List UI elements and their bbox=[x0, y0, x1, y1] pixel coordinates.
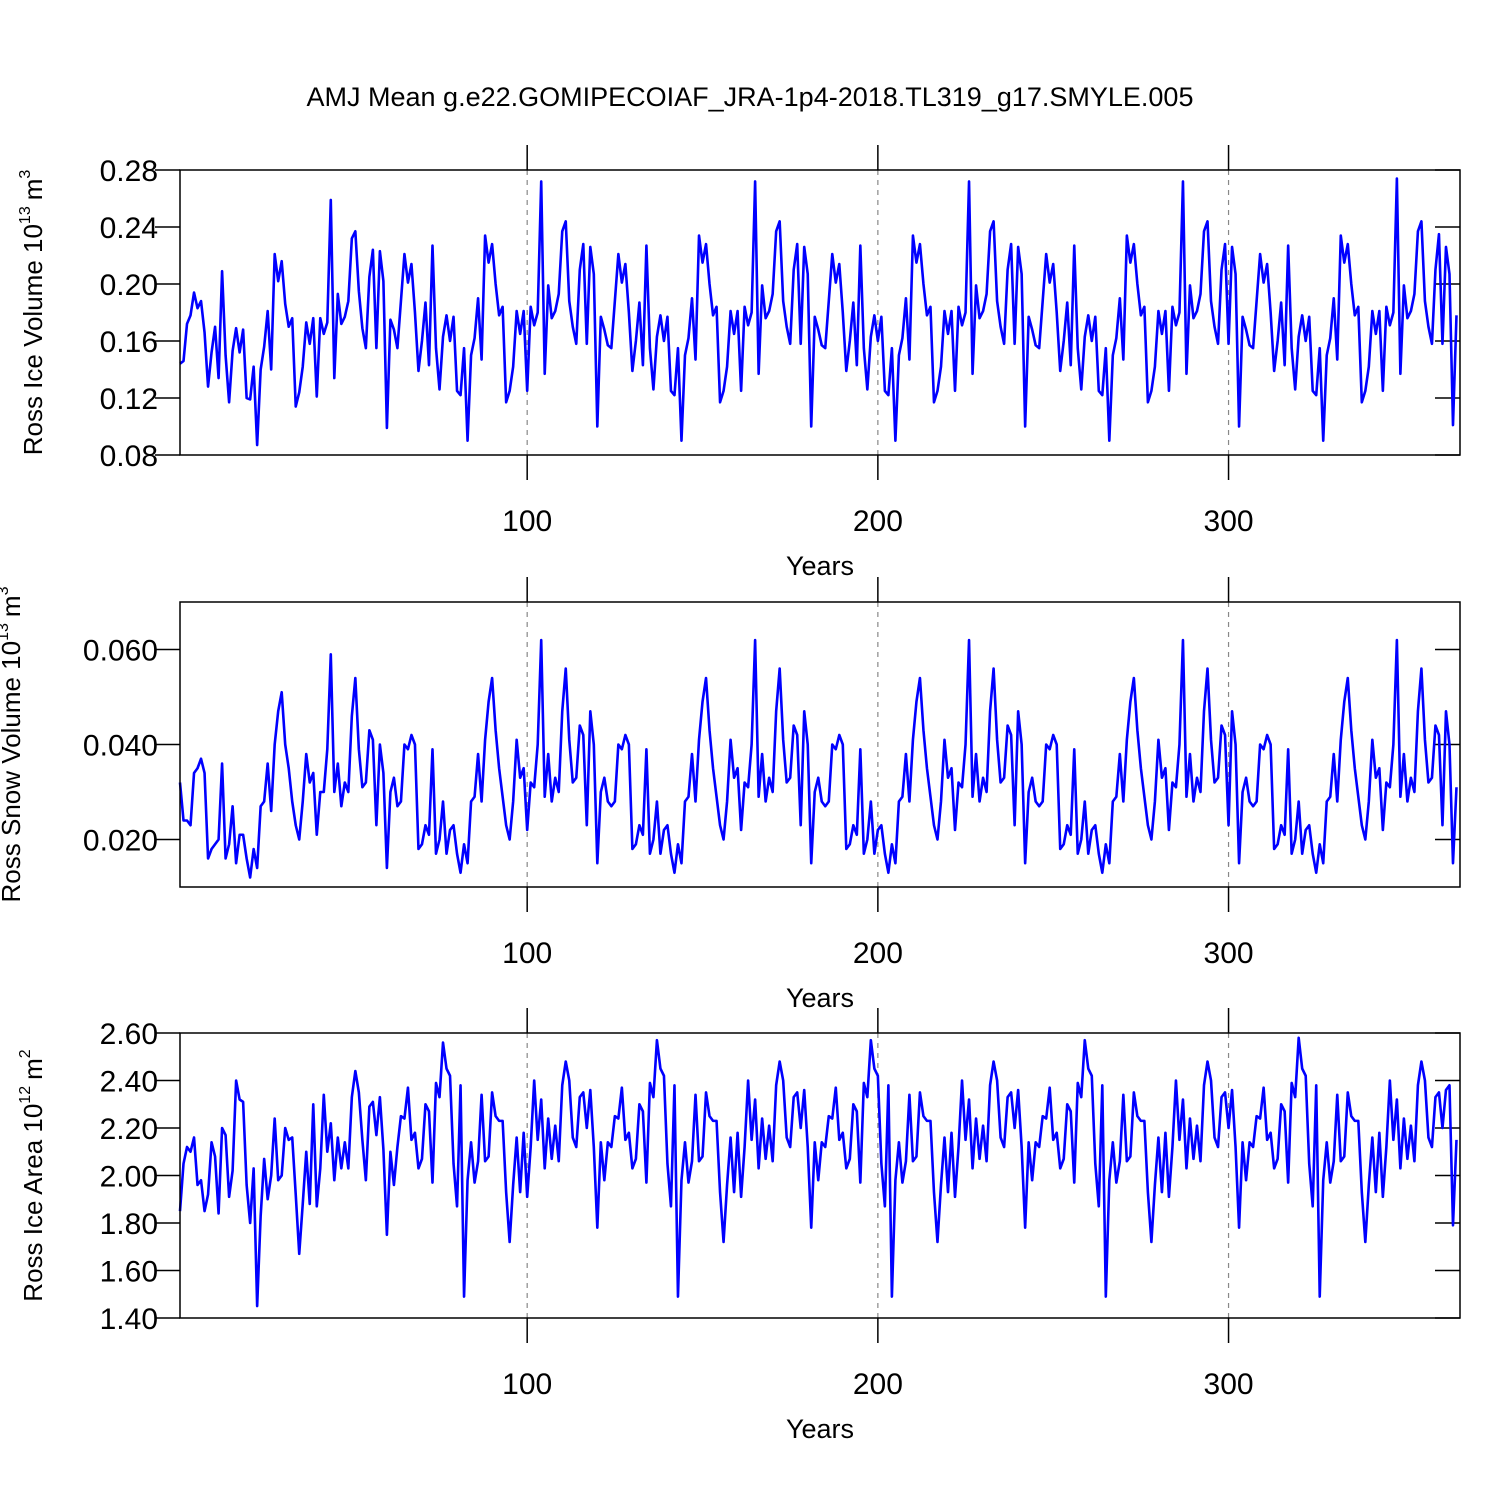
y-axis-label: Ross Ice Volume 1013 m3 bbox=[17, 170, 48, 456]
plot-frame bbox=[179, 169, 1461, 456]
chart-title: AMJ Mean g.e22.GOMIPECOIAF_JRA-1p4-2018.… bbox=[307, 82, 1194, 112]
x-tick-label: 300 bbox=[1204, 505, 1254, 538]
y-tick-label: 0.16 bbox=[100, 326, 158, 359]
y-tick-label: 1.60 bbox=[100, 1256, 158, 1289]
y-axis-label-unit-exp: 3 bbox=[0, 586, 12, 595]
y-axis-label-unit-exp: 3 bbox=[17, 170, 34, 179]
data-line bbox=[179, 177, 1458, 447]
y-tick-label: 1.80 bbox=[100, 1208, 158, 1241]
y-tick-label: 0.020 bbox=[83, 825, 158, 858]
y-tick-label: 2.60 bbox=[100, 1018, 158, 1051]
y-tick-label: 0.12 bbox=[100, 383, 158, 416]
y-axis-label-unit: m bbox=[0, 595, 26, 617]
y-tick-label: 1.40 bbox=[100, 1303, 158, 1336]
data-line bbox=[178, 638, 1458, 879]
y-axis-label: Ross Snow Volume 1013 m3 bbox=[0, 586, 26, 902]
plot-frame bbox=[179, 1032, 1461, 1319]
data-line bbox=[178, 1036, 1458, 1308]
y-tick-label: 0.20 bbox=[100, 269, 158, 302]
y-axis-label: Ross Ice Area 1012 m2 bbox=[17, 1049, 48, 1301]
x-axis-label: Years bbox=[786, 1414, 854, 1444]
x-tick-label: 100 bbox=[502, 937, 552, 970]
x-axis-label: Years bbox=[786, 983, 854, 1013]
x-tick-label: 300 bbox=[1204, 1368, 1254, 1401]
y-tick-label: 0.060 bbox=[83, 635, 158, 668]
y-axis-label-text: Ross Snow Volume 10 bbox=[0, 641, 26, 903]
x-tick-label: 100 bbox=[502, 505, 552, 538]
x-tick-label: 300 bbox=[1204, 937, 1254, 970]
y-axis-label-text: Ross Ice Volume 10 bbox=[18, 224, 48, 455]
x-axis-label: Years bbox=[786, 551, 854, 581]
y-tick-label: 0.24 bbox=[100, 212, 158, 245]
y-tick-label: 0.040 bbox=[83, 730, 158, 763]
x-tick-label: 100 bbox=[502, 1368, 552, 1401]
y-axis-label-unit: m bbox=[18, 1058, 48, 1080]
y-axis-label-text: Ross Ice Area 10 bbox=[18, 1104, 48, 1302]
x-tick-label: 200 bbox=[853, 1368, 903, 1401]
y-tick-label: 2.20 bbox=[100, 1113, 158, 1146]
y-tick-label: 2.40 bbox=[100, 1066, 158, 1099]
y-tick-label: 0.08 bbox=[100, 440, 158, 473]
x-tick-label: 200 bbox=[853, 505, 903, 538]
x-tick-label: 200 bbox=[853, 937, 903, 970]
y-tick-label: 0.28 bbox=[100, 155, 158, 188]
y-tick-label: 2.00 bbox=[100, 1161, 158, 1194]
y-axis-label-unit-exp: 2 bbox=[17, 1049, 34, 1058]
y-axis-label-exp: 13 bbox=[0, 623, 12, 641]
y-axis-label-exp: 12 bbox=[17, 1086, 34, 1104]
y-axis-label-unit: m bbox=[18, 179, 48, 201]
plot-frame bbox=[179, 601, 1461, 888]
y-axis-label-exp: 13 bbox=[17, 206, 34, 224]
